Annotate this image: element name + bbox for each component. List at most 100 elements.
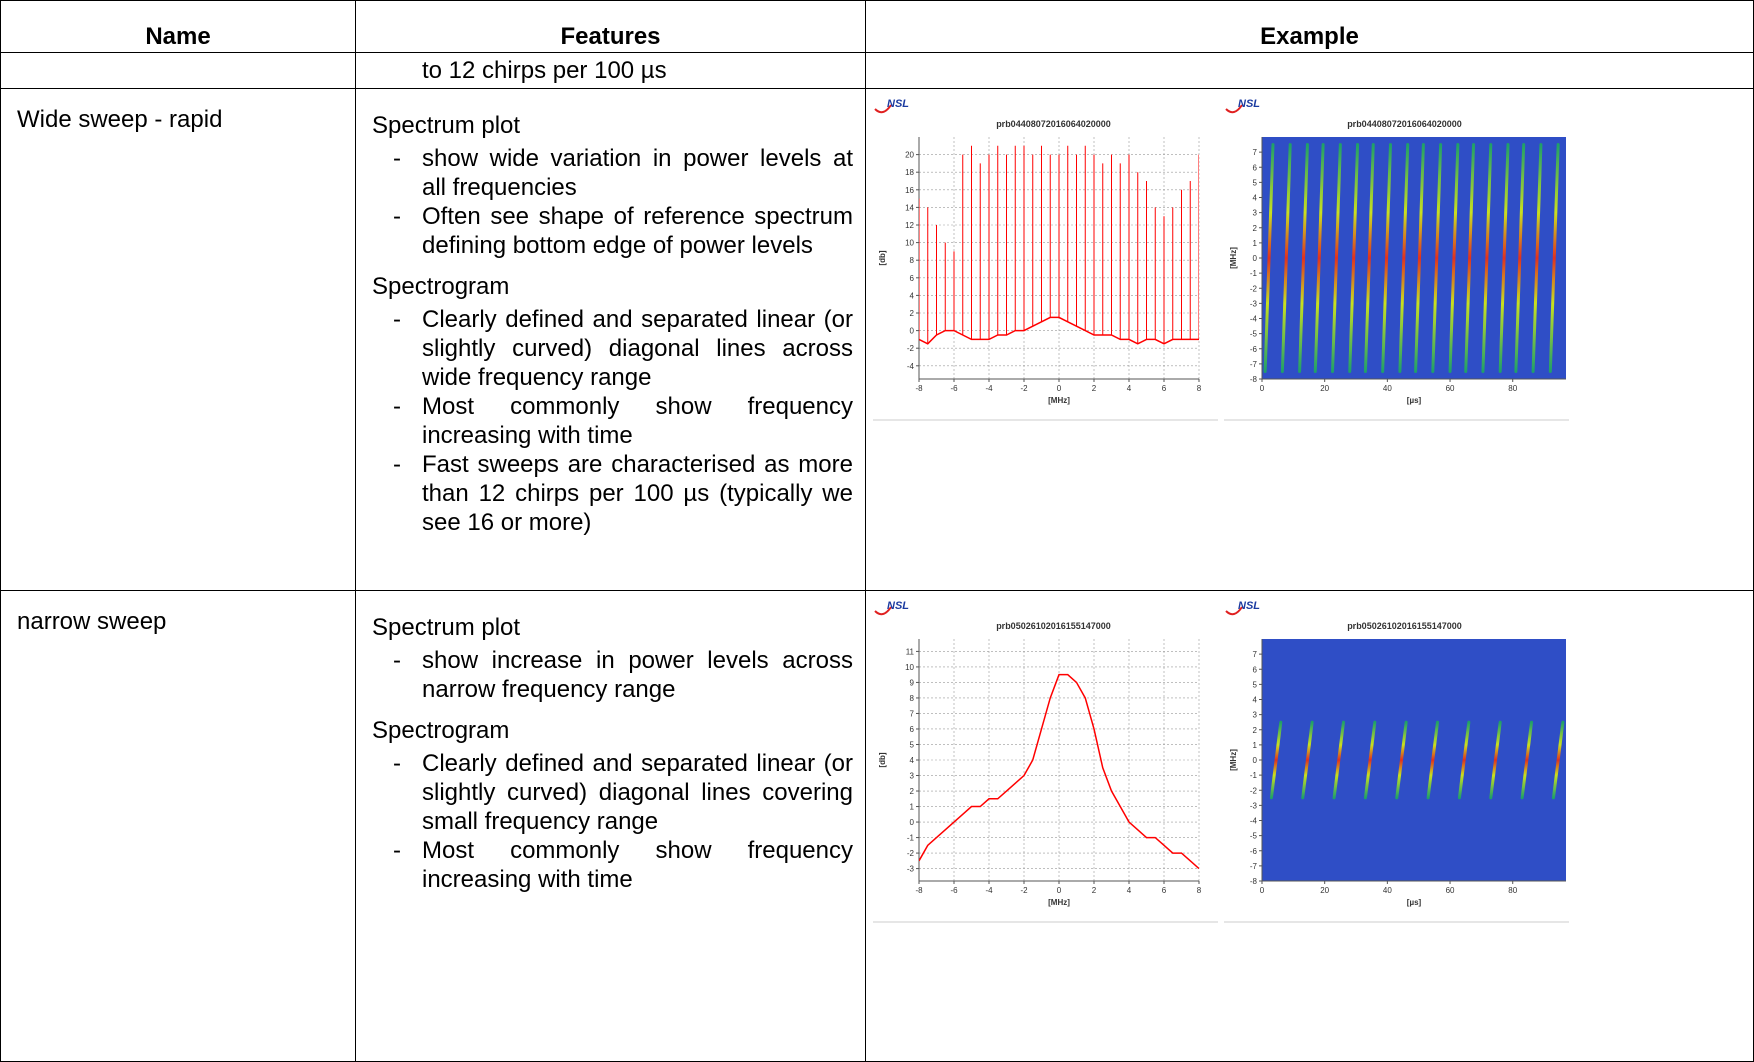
- x-tick-label: -6: [950, 886, 958, 895]
- x-tick-label: -2: [1020, 384, 1028, 393]
- y-tick-label: 14: [905, 203, 914, 212]
- y-tick-label: 1: [910, 803, 915, 812]
- bullet-dash: -: [372, 305, 422, 392]
- y-tick-label: 3: [1253, 209, 1258, 218]
- plot-area: [919, 146, 1199, 344]
- y-tick-label: 2: [1253, 726, 1258, 735]
- x-tick-label: -8: [915, 886, 923, 895]
- y-tick-label: 0: [910, 327, 915, 336]
- y-tick-label: 2: [910, 309, 915, 318]
- x-tick-label: 6: [1162, 384, 1167, 393]
- x-tick-label: 60: [1446, 886, 1455, 895]
- name-cell: [0, 53, 356, 89]
- x-tick-label: 80: [1508, 384, 1517, 393]
- bullet-dash: -: [372, 392, 422, 450]
- x-tick-label: -4: [985, 886, 993, 895]
- y-tick-label: 4: [910, 291, 915, 300]
- y-tick-label: 6: [1253, 665, 1258, 674]
- logo: NSL: [1238, 98, 1260, 110]
- y-tick-label: 1: [1253, 741, 1258, 750]
- y-tick-label: 10: [905, 663, 914, 672]
- x-tick-label: 2: [1092, 384, 1097, 393]
- feature-item: -Most commonly show frequency increasing…: [372, 392, 853, 450]
- x-tick-label: 60: [1446, 384, 1455, 393]
- y-tick-label: 0: [910, 818, 915, 827]
- bullet-dash: -: [372, 144, 422, 202]
- x-tick-label: 2: [1092, 886, 1097, 895]
- feature-item: -Often see shape of reference spectrum d…: [372, 202, 853, 260]
- y-tick-label: 8: [910, 694, 915, 703]
- x-axis-label: [µs]: [1407, 898, 1422, 907]
- y-tick-label: -6: [1250, 345, 1258, 354]
- chart: NSLprb05026102016155147000-3-2-101234567…: [873, 599, 1218, 924]
- y-tick-label: 18: [905, 168, 914, 177]
- x-tick-label: -4: [985, 384, 993, 393]
- chart: NSLprb05026102016155147000-8-7-6-5-4-3-2…: [1224, 599, 1569, 924]
- x-tick-label: 4: [1127, 886, 1132, 895]
- y-tick-label: 10: [905, 239, 914, 248]
- logo: NSL: [887, 600, 909, 612]
- y-tick-label: 7: [910, 709, 915, 718]
- x-tick-label: 40: [1383, 886, 1392, 895]
- logo: NSL: [887, 98, 909, 110]
- chart-title: prb05026102016155147000: [1347, 621, 1462, 631]
- y-tick-label: -4: [907, 362, 915, 371]
- y-tick-label: 3: [1253, 711, 1258, 720]
- y-tick-label: -8: [1250, 877, 1258, 886]
- y-axis-label: [db]: [878, 752, 887, 767]
- section-heading: Spectrogram: [372, 716, 853, 745]
- section-heading: Spectrum plot: [372, 613, 853, 642]
- chart: NSLprb04408072016064020000-4-20246810121…: [873, 97, 1218, 422]
- section-heading: Spectrogram: [372, 272, 853, 301]
- y-tick-label: -3: [1250, 801, 1258, 810]
- x-tick-label: 0: [1260, 384, 1265, 393]
- feature-text: Often see shape of reference spectrum de…: [422, 202, 853, 260]
- y-tick-label: -2: [907, 344, 915, 353]
- x-tick-label: 0: [1260, 886, 1265, 895]
- y-tick-label: 5: [1253, 680, 1258, 689]
- y-tick-label: -7: [1250, 360, 1258, 369]
- y-tick-label: 0: [1253, 254, 1258, 263]
- row-name: narrow sweep: [17, 608, 166, 635]
- x-tick-label: -8: [915, 384, 923, 393]
- header-text: Name: [145, 23, 210, 50]
- y-tick-label: 4: [1253, 194, 1258, 203]
- y-tick-label: -8: [1250, 375, 1258, 384]
- y-tick-label: 7: [1253, 148, 1258, 157]
- row-name: Wide sweep - rapid: [17, 106, 222, 133]
- y-tick-label: 5: [1253, 178, 1258, 187]
- y-tick-label: -1: [1250, 269, 1258, 278]
- y-tick-label: 4: [910, 756, 915, 765]
- x-tick-label: -6: [950, 384, 958, 393]
- y-axis-label: [MHz]: [1229, 247, 1238, 269]
- y-tick-label: -3: [907, 865, 915, 874]
- x-tick-label: 8: [1197, 384, 1202, 393]
- feature-text: Clearly defined and separated linear (or…: [422, 305, 853, 392]
- chart-title: prb04408072016064020000: [1347, 119, 1462, 129]
- x-tick-label: 8: [1197, 886, 1202, 895]
- x-axis-label: [MHz]: [1048, 898, 1070, 907]
- y-tick-label: -2: [1250, 786, 1258, 795]
- x-axis-label: [µs]: [1407, 396, 1422, 405]
- y-tick-label: 16: [905, 186, 914, 195]
- y-tick-label: 0: [1253, 756, 1258, 765]
- feature-text: Most commonly show frequency increasing …: [422, 392, 853, 450]
- bullet-dash: -: [372, 749, 422, 836]
- features-cell: to 12 chirps per 100 µs: [356, 53, 866, 89]
- y-tick-label: -4: [1250, 315, 1258, 324]
- feature-section: Spectrum plot -show increase in power lev…: [372, 613, 853, 704]
- y-tick-label: 6: [910, 725, 915, 734]
- x-tick-label: 20: [1320, 886, 1329, 895]
- y-tick-label: 4: [1253, 696, 1258, 705]
- y-tick-label: 1: [1253, 239, 1258, 248]
- y-tick-label: 6: [1253, 163, 1258, 172]
- feature-section: Spectrogram-Clearly defined and separate…: [372, 716, 853, 894]
- feature-text: show wide variation in power levels at a…: [422, 144, 853, 202]
- y-tick-label: 11: [906, 647, 915, 656]
- y-tick-label: -1: [1250, 771, 1258, 780]
- y-tick-label: 12: [905, 221, 914, 230]
- x-tick-label: 0: [1057, 886, 1062, 895]
- feature-item: -show increase in power levels across na…: [372, 646, 853, 704]
- x-axis-label: [MHz]: [1048, 396, 1070, 405]
- bullet-dash: -: [372, 646, 422, 704]
